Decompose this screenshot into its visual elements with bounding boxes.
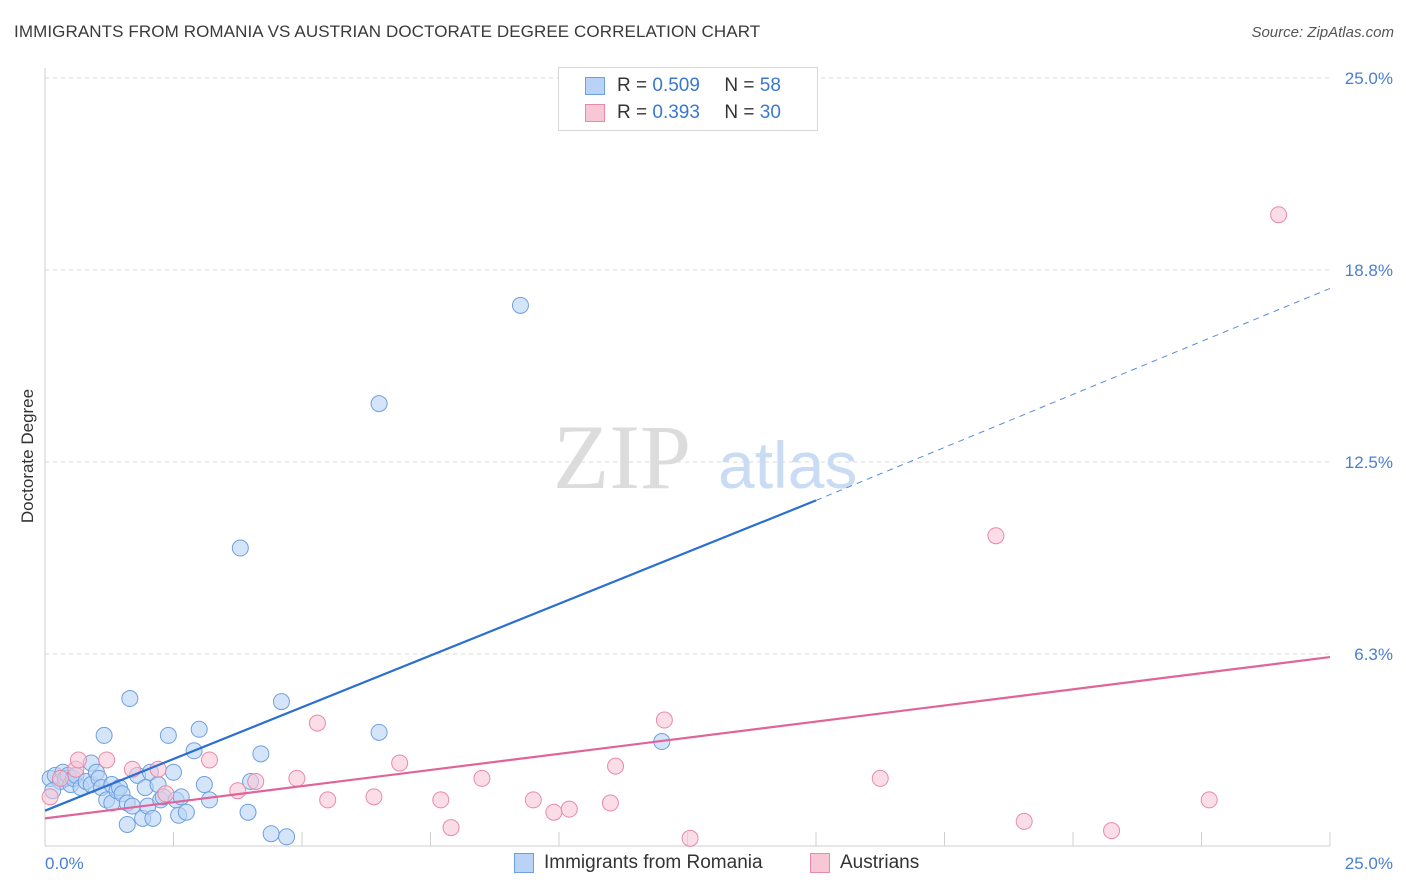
point-romania: [511, 296, 529, 314]
y-tick-label: 18.8%: [1345, 261, 1393, 280]
point-austrians: [157, 785, 175, 803]
point-romania: [118, 815, 136, 833]
point-austrians: [545, 803, 563, 821]
legend-r-value: 0.509: [652, 75, 700, 96]
legend-r-label: R =: [617, 102, 648, 123]
legend-label-austrians: Austrians: [840, 852, 920, 873]
point-austrians: [524, 791, 542, 809]
point-austrians: [432, 791, 450, 809]
legend-row-austrians: R = 0.393 N = 30: [585, 100, 781, 126]
y-axis-label: Doctorate Degree: [18, 389, 37, 523]
legend-label-romania: Immigrants from Romania: [544, 852, 763, 873]
legend-n-value: 58: [759, 75, 781, 96]
y-tick-label: 12.5%: [1345, 453, 1393, 472]
point-austrians: [473, 769, 491, 787]
point-austrians: [1200, 791, 1218, 809]
point-austrians: [288, 769, 306, 787]
grid-lines: [45, 77, 1330, 655]
point-romania: [278, 828, 296, 846]
trend-line-romania-extension: [815, 287, 1331, 501]
point-austrians: [442, 819, 460, 837]
point-romania: [231, 539, 249, 557]
legend-n-value: 30: [759, 102, 781, 123]
trend-line-romania: [44, 499, 817, 812]
point-romania: [195, 776, 213, 794]
point-romania: [121, 690, 139, 708]
point-romania: [252, 745, 270, 763]
point-romania: [200, 791, 218, 809]
point-romania: [159, 726, 177, 744]
watermark-atlas: atlas: [718, 428, 857, 502]
point-austrians: [308, 714, 326, 732]
point-austrians: [1103, 822, 1121, 840]
x-tick-label: 0.0%: [45, 854, 84, 873]
chart-source: Source: ZipAtlas.com: [1251, 24, 1394, 41]
point-austrians: [1270, 206, 1288, 224]
point-austrians: [247, 772, 265, 790]
legend-row-romania: R = 0.509 N = 58: [585, 73, 781, 99]
point-austrians: [681, 829, 699, 847]
point-austrians: [200, 751, 218, 769]
y-tick-label: 25.0%: [1345, 69, 1393, 88]
point-romania: [370, 395, 388, 413]
legend-n-label: N =: [724, 102, 755, 123]
point-austrians: [560, 800, 578, 818]
point-austrians: [319, 791, 337, 809]
trend-lines: [44, 287, 1331, 820]
point-austrians: [655, 711, 673, 729]
point-austrians: [607, 757, 625, 775]
point-romania: [144, 809, 162, 827]
chart-title: IMMIGRANTS FROM ROMANIA VS AUSTRIAN DOCT…: [14, 22, 761, 41]
legend-swatch-austrians: [810, 853, 830, 873]
legend-swatch-romania: [514, 853, 534, 873]
point-romania: [177, 803, 195, 821]
watermark-zip: ZIP: [553, 406, 691, 508]
point-austrians: [69, 751, 87, 769]
series-legend: Immigrants from Romania Austrians: [0, 852, 1406, 878]
legend-swatch-austrians: [585, 104, 605, 122]
point-romania: [95, 726, 113, 744]
series-austrians-points: [41, 206, 1288, 847]
point-romania: [272, 693, 290, 711]
trend-line-austrians: [44, 655, 1331, 820]
point-romania: [190, 720, 208, 738]
tick-labels: 6.3% 12.5% 18.8% 25.0% 0.0% 25.0%: [45, 69, 1393, 873]
point-romania: [262, 825, 280, 843]
point-austrians: [601, 794, 619, 812]
point-austrians: [987, 527, 1005, 545]
stats-legend: R = 0.509 N = 58 R = 0.393 N = 30: [558, 67, 818, 131]
point-romania: [239, 803, 257, 821]
x-tick-label: 25.0%: [1345, 854, 1393, 873]
point-austrians: [229, 782, 247, 800]
legend-n-label: N =: [724, 75, 755, 96]
point-austrians: [365, 788, 383, 806]
point-austrians: [41, 788, 59, 806]
point-austrians: [51, 769, 69, 787]
point-austrians: [98, 751, 116, 769]
legend-item-austrians: Austrians: [810, 852, 919, 874]
y-tick-label: 6.3%: [1354, 645, 1393, 664]
legend-swatch-romania: [585, 77, 605, 95]
legend-item-romania: Immigrants from Romania: [514, 852, 763, 874]
legend-r-label: R =: [617, 75, 648, 96]
point-austrians: [1015, 812, 1033, 830]
point-romania: [165, 763, 182, 781]
legend-r-value: 0.393: [652, 102, 700, 123]
point-austrians: [871, 769, 889, 787]
point-austrians: [391, 754, 409, 772]
point-romania: [370, 723, 388, 741]
